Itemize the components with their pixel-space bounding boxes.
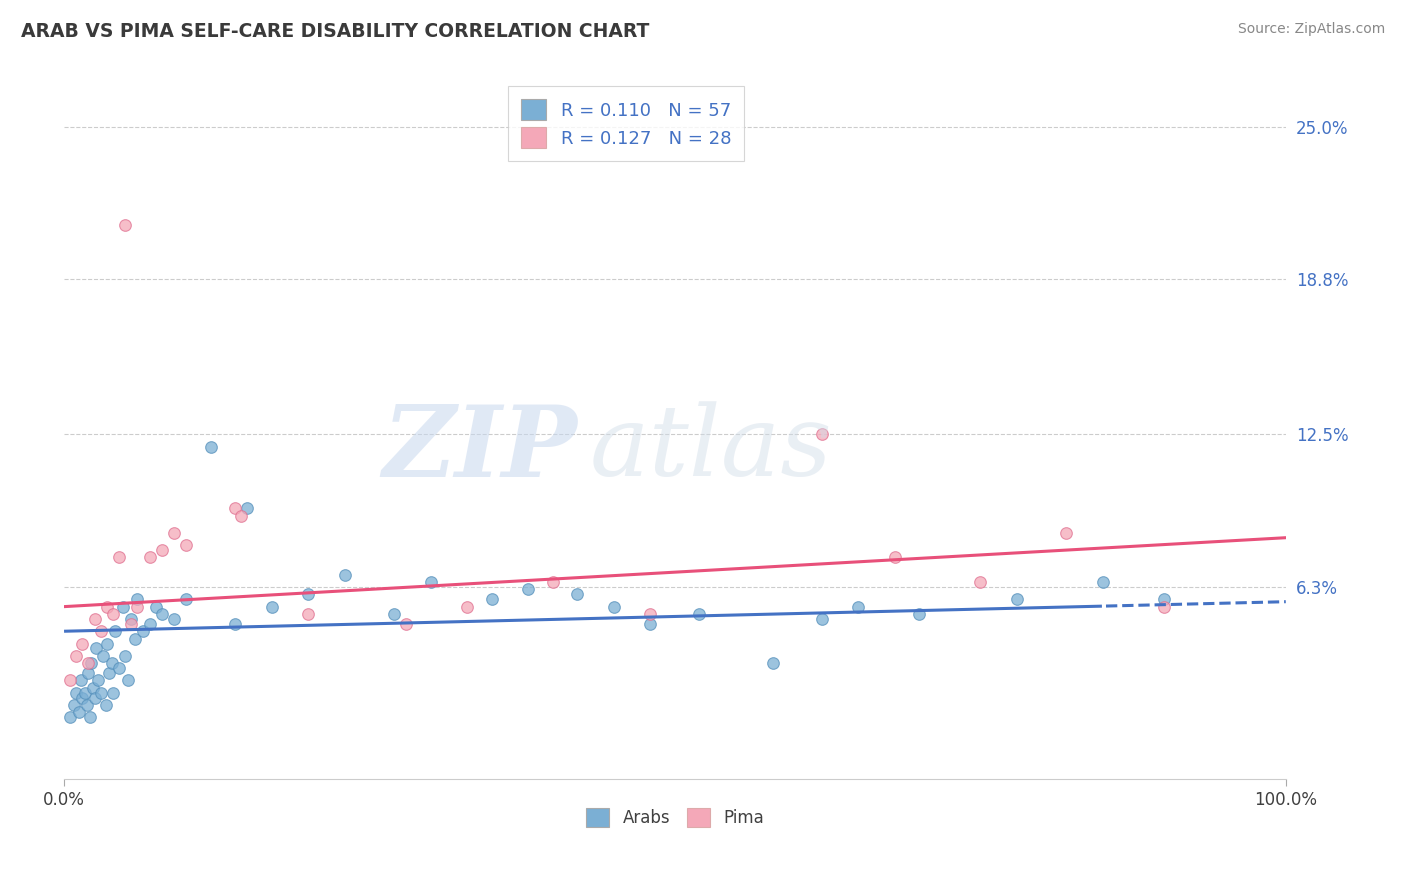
Point xyxy=(969,574,991,589)
Point xyxy=(120,616,142,631)
Point xyxy=(150,607,173,621)
Point xyxy=(83,690,105,705)
Text: ARAB VS PIMA SELF-CARE DISABILITY CORRELATION CHART: ARAB VS PIMA SELF-CARE DISABILITY CORREL… xyxy=(21,22,650,41)
Point xyxy=(395,616,418,631)
Point xyxy=(567,587,589,601)
Point xyxy=(456,599,478,614)
Point xyxy=(846,599,869,614)
Point xyxy=(883,550,905,565)
Point xyxy=(94,698,117,712)
Point xyxy=(114,648,136,663)
Point xyxy=(77,657,100,671)
Point xyxy=(150,543,173,558)
Point xyxy=(163,612,186,626)
Legend: Arabs, Pima: Arabs, Pima xyxy=(579,801,770,834)
Point xyxy=(810,427,832,442)
Point xyxy=(90,686,112,700)
Point xyxy=(79,710,101,724)
Point xyxy=(96,636,118,650)
Point xyxy=(83,612,105,626)
Point xyxy=(108,661,131,675)
Point xyxy=(1005,592,1028,607)
Point xyxy=(101,607,124,621)
Point xyxy=(1153,592,1175,607)
Point xyxy=(224,501,246,516)
Point xyxy=(1091,574,1114,589)
Point xyxy=(87,673,110,688)
Point xyxy=(91,648,114,663)
Text: atlas: atlas xyxy=(589,401,832,497)
Point xyxy=(63,698,86,712)
Point xyxy=(640,607,662,621)
Point xyxy=(90,624,112,639)
Point xyxy=(98,666,121,681)
Point xyxy=(297,607,319,621)
Point xyxy=(70,673,93,688)
Point xyxy=(127,599,149,614)
Point xyxy=(138,550,160,565)
Point xyxy=(517,582,540,597)
Point xyxy=(762,657,785,671)
Point xyxy=(100,657,122,671)
Point xyxy=(1054,525,1077,540)
Point xyxy=(810,612,832,626)
Point xyxy=(72,690,94,705)
Point xyxy=(174,592,197,607)
Point xyxy=(640,616,662,631)
Point xyxy=(688,607,710,621)
Point xyxy=(174,538,197,552)
Point xyxy=(65,686,87,700)
Point xyxy=(77,666,100,681)
Point xyxy=(67,706,90,720)
Point xyxy=(59,673,82,688)
Point xyxy=(76,698,98,712)
Point xyxy=(908,607,931,621)
Text: ZIP: ZIP xyxy=(382,401,578,498)
Point xyxy=(231,508,253,523)
Point xyxy=(124,632,146,646)
Point xyxy=(101,686,124,700)
Text: Source: ZipAtlas.com: Source: ZipAtlas.com xyxy=(1237,22,1385,37)
Point xyxy=(603,599,626,614)
Point xyxy=(224,616,246,631)
Point xyxy=(260,599,283,614)
Point xyxy=(117,673,139,688)
Point xyxy=(132,624,155,639)
Point xyxy=(72,636,94,650)
Point xyxy=(104,624,127,639)
Point xyxy=(419,574,441,589)
Point xyxy=(96,599,118,614)
Point xyxy=(65,648,87,663)
Point xyxy=(163,525,186,540)
Point xyxy=(59,710,82,724)
Point xyxy=(541,574,564,589)
Point xyxy=(120,612,142,626)
Point xyxy=(114,218,136,232)
Point xyxy=(1153,599,1175,614)
Point xyxy=(111,599,134,614)
Point xyxy=(80,657,103,671)
Point xyxy=(138,616,160,631)
Point xyxy=(297,587,319,601)
Point xyxy=(382,607,405,621)
Point xyxy=(236,501,259,516)
Point xyxy=(481,592,503,607)
Point xyxy=(333,567,356,582)
Point xyxy=(73,686,96,700)
Point xyxy=(127,592,149,607)
Point xyxy=(84,641,107,656)
Point xyxy=(82,681,104,695)
Point xyxy=(145,599,167,614)
Point xyxy=(108,550,131,565)
Point xyxy=(200,440,222,454)
